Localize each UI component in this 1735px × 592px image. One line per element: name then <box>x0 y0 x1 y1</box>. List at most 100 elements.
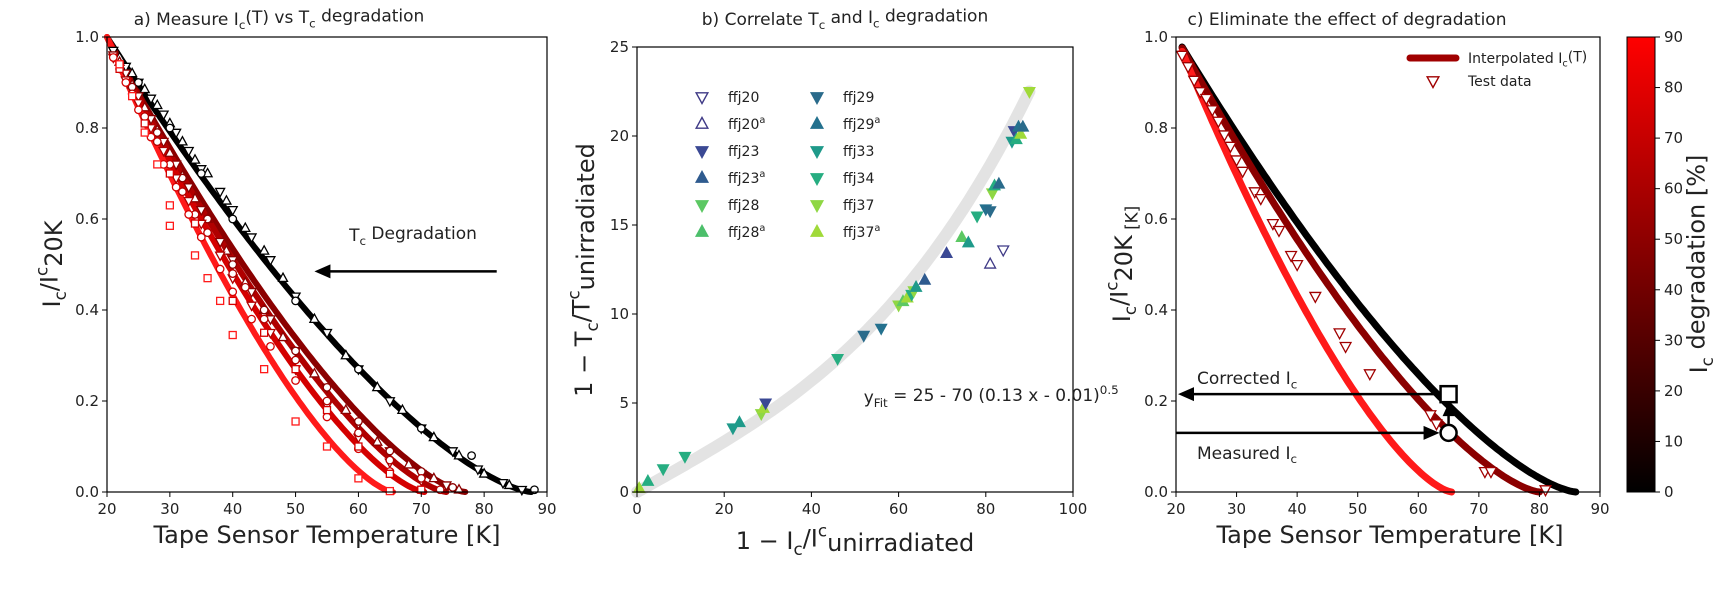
panel-b-ytick-label: 20 <box>610 127 629 145</box>
panel-c-measured-arrowhead <box>1423 425 1440 440</box>
panel-a-data-point <box>453 449 465 460</box>
panel-a-data-point <box>108 53 118 62</box>
panel-b-xtick-label: 20 <box>715 500 734 518</box>
panel-a-title: a) Measure Ic​(T) vs Tc​ degradation <box>134 6 425 32</box>
panel-c-ytick-label: 0.2 <box>1144 392 1168 410</box>
panel-b-legend-label: ffj28a​ <box>728 223 765 241</box>
panel-c-ytick-label: 0.0 <box>1144 483 1168 501</box>
panel-c-test-point <box>1217 130 1231 143</box>
panel-a-data-point <box>165 169 175 178</box>
panel-a-data-point <box>151 98 163 110</box>
panel-b-ytick-label: 5 <box>619 394 629 412</box>
panel-b-data-point <box>831 353 845 366</box>
panel-c-annotations: Corrected Ic​ Measured Ic​ <box>1176 369 1458 466</box>
panel-b-legend-label: ffj20a​ <box>728 115 765 133</box>
panel-a-data-point <box>277 330 289 342</box>
panel-c-legend: Interpolated Ic​(T) Test data <box>1406 50 1587 90</box>
panel-a-data-point <box>354 474 363 483</box>
panel-b-data-point <box>1016 119 1030 132</box>
panel-b-legend-marker <box>809 200 825 213</box>
panel-a-data-point <box>121 78 131 87</box>
panel-a-data-point <box>165 123 175 133</box>
panel-c-corrected-point <box>1439 384 1458 404</box>
panel-b-legend-marker <box>809 224 825 237</box>
panel-a-data-point <box>183 196 195 208</box>
panel-a-data-point <box>153 160 162 169</box>
panel-a-xtick-label: 20 <box>97 500 116 518</box>
panel-a-data-point <box>214 251 226 262</box>
panel-a-annotation-arrowhead <box>314 264 331 279</box>
panel-a-data-point <box>322 442 332 451</box>
panel-a-data-point <box>497 478 509 490</box>
panel-b-data-point <box>940 246 954 259</box>
panel-a-xtick-label: 40 <box>223 500 242 518</box>
panel-a-data-point <box>214 187 226 199</box>
panel-c-legend-marker <box>1425 76 1441 89</box>
panel-b-data-point <box>1014 126 1028 139</box>
panel-b-data-point <box>983 206 997 219</box>
panel-c-xtick-label: 80 <box>1530 500 1549 518</box>
panel-c-ytick-label: 0.6 <box>1144 210 1168 228</box>
panel-a-data-point <box>203 228 212 238</box>
panel-b-legend-marker <box>694 146 710 159</box>
panel-b-legend-marker <box>809 116 825 129</box>
panel-c-test-point <box>1272 225 1286 238</box>
panel-c-test-point <box>1199 93 1213 106</box>
panel-c-test-point <box>1423 410 1437 423</box>
panel-a-data-point <box>447 447 459 458</box>
panel-a-data-point <box>428 471 440 483</box>
panel-c-measured-label: Measured Ic​ <box>1197 444 1297 466</box>
panel-c-curve <box>1178 43 1580 496</box>
panel-b-xtick-label: 60 <box>889 500 908 518</box>
panel-c-test-point <box>1230 155 1244 168</box>
panel-b-ytick-label: 15 <box>610 216 629 234</box>
colorbar-tick-label: 90 <box>1664 28 1683 46</box>
panel-b-legend-label: ffj34 <box>843 171 874 187</box>
panel-c-vertical-arrowhead <box>1442 403 1455 417</box>
panel-c-xtick-label: 50 <box>1348 500 1367 518</box>
panel-c-corrected-label: Corrected Ic​ <box>1197 369 1297 391</box>
panel-c-test-point <box>1333 328 1347 341</box>
panel-a-data-point <box>140 119 149 128</box>
panel-a-data-point <box>183 183 195 194</box>
panel-a-data-point <box>176 135 189 146</box>
panel-a-xlabel: Tape Sensor Temperature [K] <box>152 521 500 549</box>
colorbar <box>1626 36 1656 493</box>
panel-c-xtick-label: 40 <box>1288 500 1307 518</box>
panel-a-data-point <box>196 232 206 242</box>
panel-a-data-point <box>259 364 269 374</box>
panel-b-data-point <box>992 176 1006 189</box>
panel-a-data-point <box>134 78 143 87</box>
panel-a-data-point <box>258 244 270 255</box>
panel-a-data-point <box>171 182 181 192</box>
panel-a-data-point <box>308 312 321 324</box>
panel-b-data-point <box>656 464 670 477</box>
panel-a-data-point <box>291 417 300 426</box>
panel-a-data-point <box>165 201 175 210</box>
panel-c-test-point <box>1266 218 1280 231</box>
panel-a-xtick-label: 30 <box>160 500 179 518</box>
panel-c-legend-label: Test data <box>1467 74 1532 90</box>
panel-a-data-point <box>385 469 395 478</box>
panel-c-frame <box>1175 36 1601 493</box>
panel-a-data-point <box>228 269 238 279</box>
panel-a-data-point <box>190 251 200 260</box>
panel-b-legend-label: ffj29a​ <box>843 115 880 133</box>
panel-c-test-point <box>1308 291 1322 304</box>
panel-a-data-point <box>228 296 237 306</box>
panel-c-ticks: 20 30 40 50 60 70 80 90 0.0 0.2 0.4 0.6 0.8 1.0 <box>1144 28 1609 518</box>
panel-b-data-point <box>985 188 999 201</box>
panel-c-test-point <box>1538 485 1552 498</box>
panel-c-marks <box>1175 43 1580 498</box>
panel-a-data-point <box>291 355 300 365</box>
panel-a-ytick-label: 0.4 <box>75 301 99 319</box>
panel-a-data-point <box>322 382 332 392</box>
panel-a-data-point <box>183 146 195 158</box>
panel-a-data-point <box>516 485 528 497</box>
panel-c-xtick-label: 70 <box>1469 500 1488 518</box>
panel-b: b) Correlate Tc​ and Ic​ degradation 0 20… <box>563 6 1118 558</box>
panel-a-data-point <box>140 128 149 137</box>
panel-c-test-point <box>1248 187 1262 200</box>
panel-c-xtick-label: 60 <box>1409 500 1428 518</box>
